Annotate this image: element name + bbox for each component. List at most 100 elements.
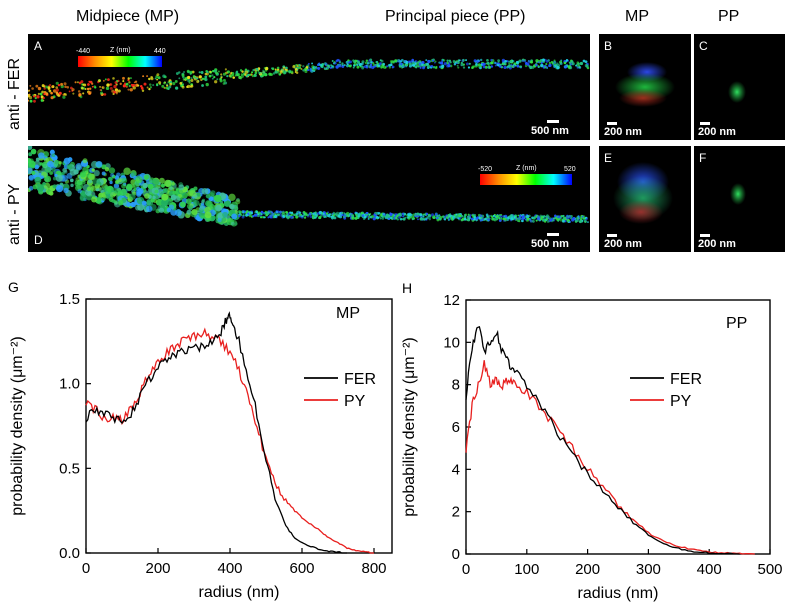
localization-dot <box>529 219 533 223</box>
localization-dot <box>431 65 434 68</box>
localization-dot <box>553 217 556 220</box>
localization-dot <box>172 191 177 195</box>
localization-dot <box>556 65 560 70</box>
localization-dot <box>119 188 127 196</box>
localization-dot <box>101 164 107 170</box>
localization-dot <box>122 80 125 83</box>
localization-dot <box>419 213 423 217</box>
panel-b-image: B 200 nm <box>599 34 691 140</box>
localization-dot <box>377 62 379 65</box>
localization-dot <box>335 65 339 69</box>
localization-dot <box>63 82 67 86</box>
localization-dot <box>174 80 178 83</box>
localization-dot <box>558 215 561 219</box>
localization-dot <box>194 76 197 79</box>
localization-dot <box>133 181 140 189</box>
localization-dot <box>433 214 436 217</box>
localization-dot <box>574 220 578 223</box>
localization-dot <box>178 77 181 80</box>
localization-dot <box>89 80 93 84</box>
localization-dot <box>74 180 79 184</box>
localization-dot <box>226 74 229 78</box>
localization-dot <box>439 61 444 65</box>
localization-dot <box>118 197 123 201</box>
localization-dot <box>391 60 395 64</box>
localization-dot <box>541 58 545 62</box>
localization-dot <box>520 217 523 220</box>
localization-dot <box>539 59 543 62</box>
localization-dot <box>512 59 515 63</box>
colorbar-bottom-max: 520 <box>564 166 576 173</box>
chart-g: 0 200 400 600 800 0.0 0.5 1.0 1.5 radius (nm) prob… <box>8 279 393 601</box>
scale-bar-d <box>547 233 559 236</box>
localization-dot <box>229 72 232 75</box>
localization-dot <box>49 171 54 175</box>
localization-dot <box>129 77 132 80</box>
localization-dot <box>129 88 133 92</box>
localization-dot <box>28 174 34 181</box>
localization-dot <box>494 61 497 64</box>
localization-dot <box>302 65 305 68</box>
localization-dot <box>158 207 165 213</box>
localization-dot <box>55 174 63 182</box>
localization-dot <box>188 81 191 84</box>
localization-dot <box>476 60 479 63</box>
scale-bar-c <box>700 122 710 125</box>
localization-dot <box>422 65 426 69</box>
localization-dot <box>480 63 483 66</box>
localization-dot <box>204 78 208 82</box>
localization-dot <box>231 213 238 220</box>
localization-dot <box>62 93 65 96</box>
localization-dot <box>107 78 110 81</box>
localization-dot <box>104 166 110 172</box>
localization-dot <box>566 220 569 223</box>
y-axis-label: probability density (μm⁻²) <box>9 336 26 516</box>
localization-dot <box>427 59 431 64</box>
localization-dot <box>382 212 386 216</box>
localization-dot <box>174 209 182 217</box>
localization-dot <box>548 63 552 67</box>
localization-dot <box>525 61 528 65</box>
plot-frame <box>465 299 771 555</box>
localization-dot <box>115 92 118 95</box>
localization-dot <box>576 61 580 64</box>
localization-dot <box>361 60 365 64</box>
localization-dot <box>295 212 299 216</box>
localization-dot <box>443 62 447 66</box>
x-tick-label: 400 <box>217 560 242 577</box>
localization-dot <box>535 59 539 63</box>
localization-dot <box>411 58 415 62</box>
localization-dot <box>220 73 223 76</box>
localization-dot <box>484 217 487 221</box>
localization-dot <box>434 66 438 70</box>
localization-dot <box>559 218 563 222</box>
localization-dot <box>127 88 130 91</box>
header-principal-piece: Principal piece (PP) <box>385 8 526 25</box>
localization-dot <box>236 70 239 74</box>
localization-dot <box>87 83 90 86</box>
localization-dot <box>258 212 262 216</box>
localization-dot <box>479 58 483 62</box>
localization-dot <box>394 216 398 220</box>
localization-dot <box>262 69 265 72</box>
localization-dot <box>318 62 321 65</box>
localization-dot <box>179 81 183 85</box>
localization-dot <box>498 219 502 222</box>
localization-dot <box>543 215 546 218</box>
localization-dot <box>88 90 92 95</box>
localization-dot <box>465 62 469 66</box>
localization-dot <box>214 80 218 84</box>
localization-dot <box>465 59 467 62</box>
localization-dot <box>354 217 358 220</box>
localization-dot <box>402 217 406 221</box>
localization-dot <box>102 79 105 82</box>
localization-dot <box>326 64 329 67</box>
localization-dot <box>254 213 258 217</box>
panel-a-image: A -440 Z (nm) 440 500 nm <box>28 34 590 140</box>
localization-dot <box>271 211 273 214</box>
localization-dot <box>292 65 296 69</box>
localization-dot <box>123 167 131 175</box>
localization-dot <box>355 211 359 215</box>
localization-dot <box>503 218 507 222</box>
localization-dot <box>128 193 136 200</box>
